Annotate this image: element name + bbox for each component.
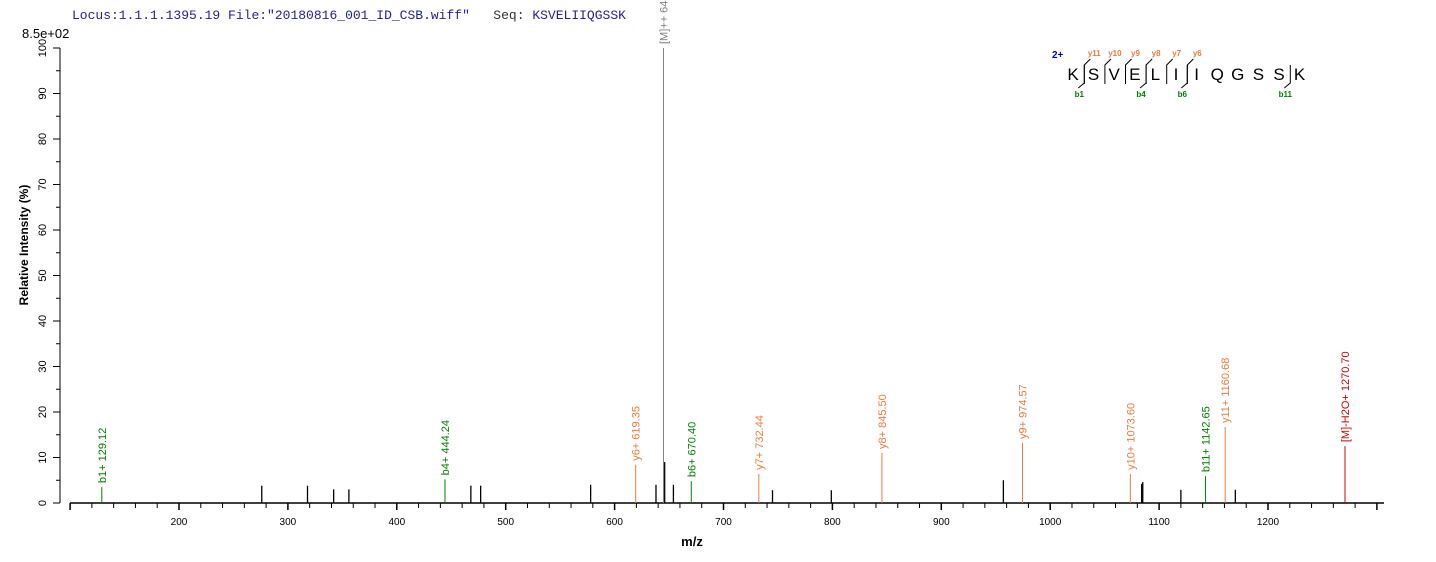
seq-value: KSVELIIQGSSK	[532, 8, 626, 23]
charge-state: 2+	[1052, 50, 1064, 61]
y-tick-label: 90	[37, 87, 49, 99]
b-ion-label: b11	[1279, 90, 1293, 99]
b-ion-bracket	[1077, 65, 1085, 89]
y-tick-label: 30	[37, 360, 49, 372]
y-tick-label: 60	[37, 224, 49, 236]
x-tick-label: 1100	[1148, 517, 1170, 528]
peak-label: y7+ 732.44	[754, 415, 766, 470]
y-tick-label: 50	[37, 269, 49, 281]
b-ion-bracket	[1283, 65, 1291, 89]
peak-label: b4+ 444.24	[440, 420, 452, 475]
x-tick-label: 600	[606, 517, 623, 528]
y-ion-label: y6	[1193, 49, 1202, 58]
spectrum-header: Locus:1.1.1.1395.19 File:"20180816_001_I…	[72, 8, 626, 23]
residue: S	[1253, 65, 1264, 84]
y-tick-label: 20	[37, 406, 49, 418]
y-ion-label: y8	[1152, 49, 1161, 58]
residue: V	[1109, 65, 1121, 84]
residue: I	[1194, 65, 1199, 84]
x-tick-label: 500	[497, 517, 514, 528]
peak-label: b1+ 129.12	[97, 428, 109, 483]
residue: K	[1067, 65, 1079, 84]
y-ion-bracket	[1166, 58, 1174, 84]
y-tick-label: 40	[37, 315, 49, 327]
y-axis-label: Relative Intensity (%)	[17, 185, 31, 306]
b-ion-bracket	[1139, 65, 1147, 89]
peak-label: [M]++ 644.89	[658, 0, 670, 44]
residue: S	[1088, 65, 1099, 84]
peak-label: y6+ 619.35	[631, 406, 643, 461]
x-tick-label: 1200	[1257, 517, 1280, 528]
residue: Q	[1211, 65, 1224, 84]
y-ion-bracket	[1186, 58, 1194, 84]
x-tick-label: 200	[171, 517, 188, 528]
peak-label: y8+ 845.50	[877, 394, 889, 449]
y-ion-label: y11	[1088, 49, 1101, 58]
y-tick-label: 70	[37, 178, 49, 190]
b-ion-bracket	[1180, 65, 1188, 89]
y-tick-label: 0	[37, 500, 49, 506]
peak-label: b6+ 670.40	[686, 422, 698, 477]
y-tick-label: 10	[37, 451, 49, 463]
file-label: File:"20180816_001_ID_CSB.wiff"	[228, 8, 470, 23]
x-tick-label: 800	[824, 517, 841, 528]
b-ion-label: b4	[1136, 90, 1146, 99]
y-ion-bracket	[1125, 58, 1132, 84]
peak-label: b11+ 1142.65	[1201, 406, 1213, 472]
residue: K	[1294, 65, 1306, 84]
peak-label: y11+ 1160.68	[1220, 358, 1232, 423]
x-tick-label: 400	[388, 517, 405, 528]
b-ion-label: b1	[1075, 90, 1085, 99]
residue: L	[1151, 65, 1160, 84]
y-ion-label: y9	[1131, 49, 1140, 58]
peak-label: y9+ 974.57	[1018, 384, 1030, 439]
x-tick-label: 1000	[1039, 517, 1062, 528]
x-axis-label: m/z	[681, 534, 703, 549]
y-ion-label: y10	[1108, 49, 1122, 58]
locus-label: Locus:1.1.1.1395.19	[72, 8, 221, 23]
y-ion-bracket	[1104, 58, 1112, 84]
peak-label: y10+ 1073.60	[1125, 403, 1137, 470]
residue: S	[1273, 65, 1284, 84]
y-tick-label: 100	[37, 39, 49, 57]
peak-label: [M]-H2O+ 1270.70	[1340, 351, 1352, 442]
residue: E	[1129, 65, 1140, 84]
seq-key: Seq:	[493, 8, 525, 23]
y-tick-label: 80	[37, 133, 49, 145]
x-tick-label: 700	[715, 517, 732, 528]
b-ion-label: b6	[1178, 90, 1188, 99]
residue: G	[1231, 65, 1244, 84]
y-ion-label: y7	[1172, 49, 1181, 58]
x-tick-label: 300	[280, 517, 297, 528]
x-tick-label: 900	[933, 517, 950, 528]
residue: I	[1174, 65, 1179, 84]
intensity-scale: 8.5e+02	[22, 26, 70, 41]
